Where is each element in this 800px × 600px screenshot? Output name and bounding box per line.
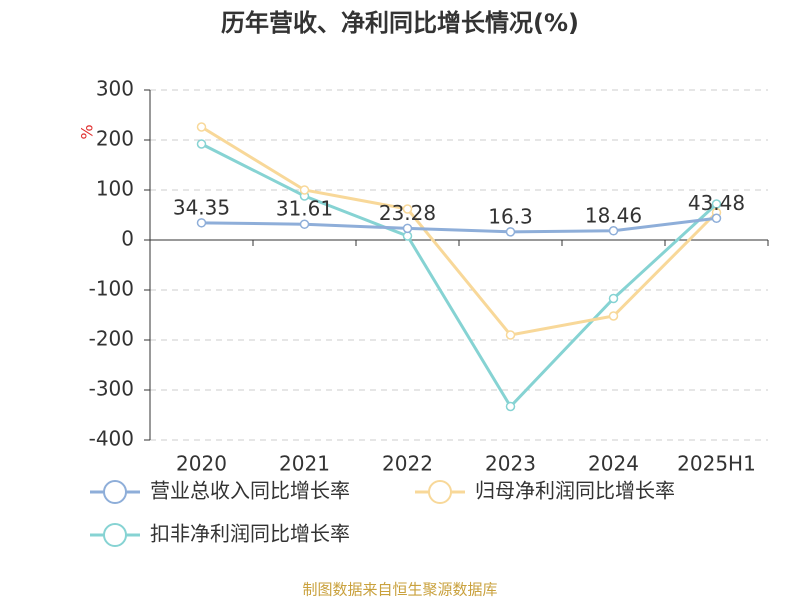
data-label: 43.48 xyxy=(688,191,745,215)
y-tick-label: 0 xyxy=(121,227,134,251)
point xyxy=(505,227,516,237)
point xyxy=(402,204,413,214)
point xyxy=(608,311,619,321)
point xyxy=(608,226,619,236)
x-tick-label: 2023 xyxy=(485,452,536,476)
y-tick-label: -200 xyxy=(89,327,134,351)
data-label: 18.46 xyxy=(585,203,642,227)
x-tick-label: 2021 xyxy=(279,452,330,476)
point xyxy=(196,218,207,228)
legend-label: 归母净利润同比增长率 xyxy=(475,479,675,503)
point xyxy=(711,213,722,224)
x-tick-label: 2020 xyxy=(176,452,227,476)
series-line xyxy=(201,216,717,234)
source-note: 制图数据来自恒生聚源数据库 xyxy=(302,581,497,599)
y-tick-label: 300 xyxy=(96,77,134,101)
legend-label: 扣非净利润同比增长率 xyxy=(150,522,350,546)
legend-marker xyxy=(103,480,127,504)
x-tick-label: 2022 xyxy=(382,452,433,476)
legend-marker xyxy=(103,523,127,547)
y-tick-label: 100 xyxy=(96,177,134,201)
y-tick-label: -400 xyxy=(89,427,134,451)
y-tick-label: -100 xyxy=(89,277,134,301)
y-axis-label: % xyxy=(78,124,97,139)
point xyxy=(299,185,310,195)
legend-label: 营业总收入同比增长率 xyxy=(150,479,350,503)
data-label: 34.35 xyxy=(173,195,230,219)
point xyxy=(402,231,413,241)
legend-marker xyxy=(428,480,452,504)
point xyxy=(505,401,516,412)
point xyxy=(505,330,516,340)
series-line xyxy=(200,142,718,409)
y-tick-label: 200 xyxy=(96,127,134,151)
x-tick-label: 2024 xyxy=(588,452,639,476)
point xyxy=(196,122,207,132)
y-tick-label: -300 xyxy=(89,377,134,401)
x-tick-label: 2025H1 xyxy=(677,452,756,476)
point xyxy=(299,219,310,229)
data-label: 23.28 xyxy=(379,201,436,225)
point xyxy=(402,223,413,234)
data-label: 31.61 xyxy=(276,197,333,221)
point xyxy=(608,293,619,304)
chart-title: 历年营收、净利同比增长情况(%) xyxy=(221,9,579,37)
series-line xyxy=(200,125,718,337)
data-label: 16.3 xyxy=(488,204,533,228)
point xyxy=(196,139,207,149)
